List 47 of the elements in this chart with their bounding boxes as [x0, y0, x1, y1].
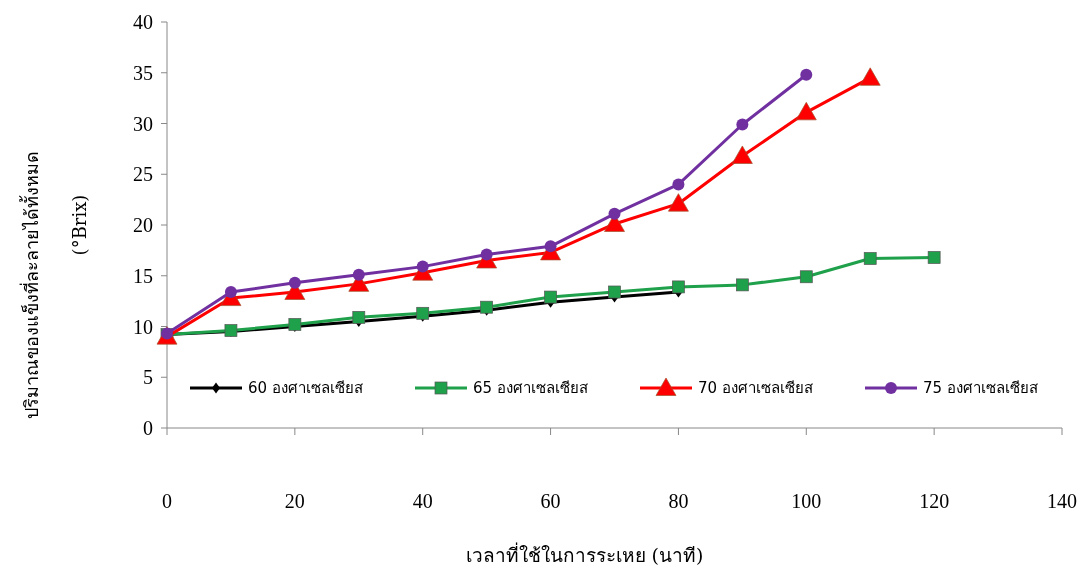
y-tick-label: 10	[133, 315, 153, 338]
point	[672, 280, 685, 294]
point	[736, 278, 749, 292]
x-tick-label: 80	[668, 490, 689, 512]
point	[863, 252, 877, 265]
point	[416, 260, 429, 273]
legend-label: 75 องศาเซลเซียส	[923, 379, 1038, 398]
y-tick-label: 15	[133, 264, 153, 287]
x-tick-label: 100	[791, 490, 822, 512]
point	[288, 276, 301, 289]
y-tick-label: 35	[133, 61, 153, 84]
legend-label: 70 องศาเซลเซียส	[698, 379, 813, 398]
y-tick-label: 5	[143, 366, 153, 389]
y-tick-label: 20	[133, 214, 153, 236]
point	[416, 306, 430, 320]
point	[352, 268, 365, 281]
x-tick-label: 20	[284, 490, 305, 512]
point	[224, 285, 237, 298]
y-tick-label: 40	[133, 11, 153, 33]
point	[668, 193, 689, 212]
x-tick-label: 0	[162, 490, 172, 512]
point	[608, 285, 621, 299]
legend-label: 60 องศาเซลเซียส	[248, 379, 363, 398]
x-tick-label: 140	[1047, 490, 1077, 512]
y-tick-label: 30	[133, 112, 153, 135]
text: ปริมาณของแข็งที่ละลายได้ทั้งหมด (°Brix)	[21, 151, 90, 419]
legend-label: 65 องศาเซลเซียส	[473, 379, 588, 398]
point	[480, 300, 493, 314]
point	[732, 145, 753, 164]
x-tick-label: 60	[540, 490, 561, 512]
point	[608, 207, 621, 220]
point	[795, 101, 817, 121]
x-tick-label: 40	[412, 490, 433, 512]
point	[799, 270, 813, 284]
point	[352, 311, 366, 324]
point	[480, 248, 493, 261]
point	[544, 290, 557, 304]
point	[927, 251, 941, 264]
y-tick-label: 25	[133, 163, 153, 186]
point	[544, 240, 557, 253]
point	[800, 68, 813, 81]
point	[859, 67, 881, 86]
point	[672, 178, 685, 191]
point	[736, 118, 749, 131]
y-tick-label: 0	[143, 417, 153, 439]
x-axis-title: เวลาที่ใช้ในการระเหย (นาที)	[465, 542, 704, 566]
x-tick-label: 120	[919, 490, 950, 512]
